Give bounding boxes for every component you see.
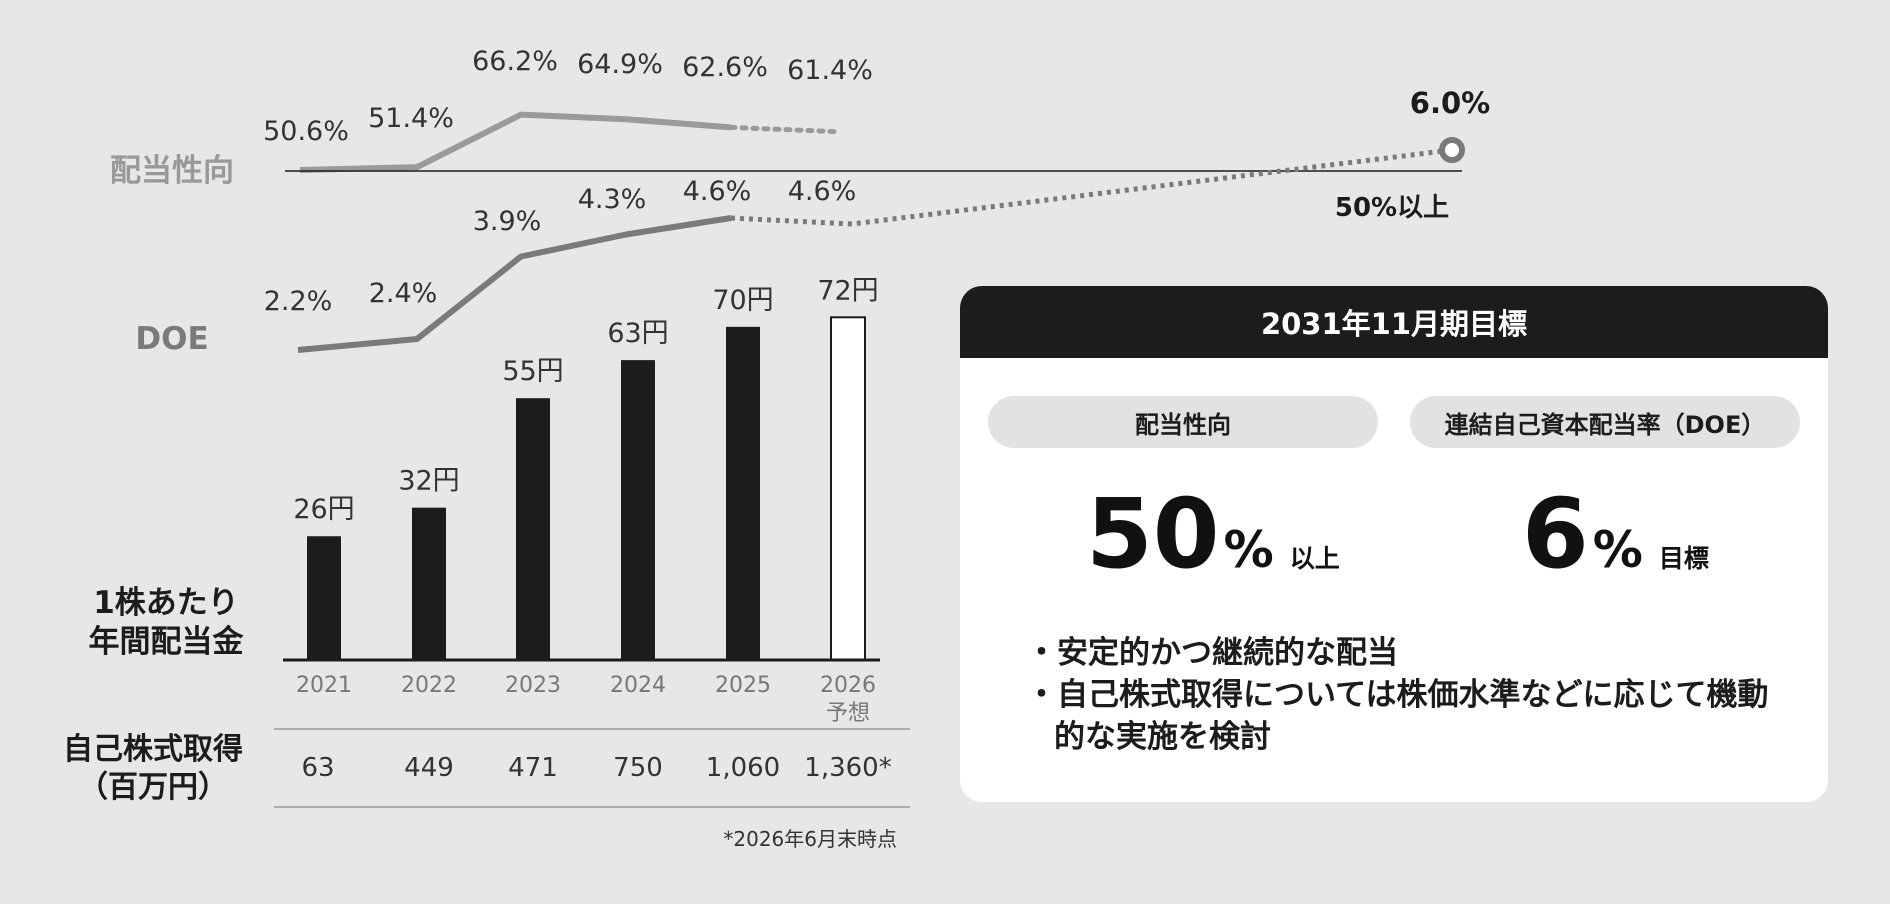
doe-target-number: 6	[1522, 478, 1589, 590]
goal-card: 2031年11月期目標 配当性向 連結自己資本配当率（DOE） 50 % 以上 …	[960, 286, 1828, 802]
year-tick-label: 2022	[401, 673, 457, 698]
goal-bullet: 自己株式取得については株価水準などに応じて機動的な実施を検討	[1026, 674, 1784, 758]
payout-ratio-label: 50.6%	[263, 116, 349, 147]
doe-target-label: 6.0%	[1410, 86, 1490, 120]
bar-value-label: 63円	[607, 318, 668, 349]
payout-ratio-line	[299, 111, 732, 173]
doe-target-pill: 連結自己資本配当率（DOE）	[1410, 396, 1800, 448]
payout-ratio-label: 62.6%	[682, 52, 768, 83]
bar	[830, 316, 866, 661]
bar	[726, 326, 760, 660]
payout-ratio-label: 66.2%	[472, 46, 558, 77]
buyback-value: 63	[301, 753, 334, 783]
doe-label: 4.3%	[578, 184, 647, 215]
footnote: *2026年6月末時点	[723, 827, 897, 851]
bar	[516, 398, 550, 660]
bar-value-label: 55円	[502, 356, 563, 387]
buyback-value: 750	[613, 753, 663, 783]
buyback-title-line1: 自己株式取得	[63, 732, 243, 767]
payout-target-unit: %	[1223, 521, 1274, 579]
goal-header: 2031年11月期目標	[960, 286, 1828, 358]
year-tick-label: 2023	[505, 673, 561, 698]
doe-label: 2.2%	[264, 286, 333, 317]
doe-target-suffix: 目標	[1658, 544, 1709, 573]
doe-line	[297, 215, 732, 353]
buyback-title-line2: （百万円）	[78, 770, 228, 805]
doe-label: 2.4%	[369, 278, 438, 309]
payout-ratio-forecast-line	[728, 124, 839, 135]
doe-target-unit: %	[1592, 521, 1643, 579]
bar-value-label: 70円	[712, 285, 773, 316]
year-tick-label: 2026	[820, 673, 876, 698]
bar	[621, 360, 655, 660]
payout-ratio-series-name: 配当性向	[110, 153, 234, 189]
goal-bullets: 安定的かつ継続的な配当 自己株式取得については株価水準などに応じて機動的な実施を…	[1026, 632, 1784, 758]
payout-target-suffix: 以上	[1289, 544, 1340, 573]
doe-forecast-line	[730, 147, 1453, 227]
bar-series-name-line2: 年間配当金	[89, 624, 245, 660]
bar-value-label: 72円	[817, 275, 878, 306]
buyback-value: 1,360*	[804, 753, 891, 783]
payout-target-pill: 配当性向	[988, 396, 1378, 448]
doe-label: 4.6%	[683, 176, 752, 207]
doe-target-value: 6 % 目標	[1522, 478, 1709, 590]
year-tick-label: 予想	[826, 701, 870, 726]
bar	[307, 536, 341, 660]
bar	[412, 507, 446, 660]
year-tick-label: 2025	[715, 673, 771, 698]
payout-ratio-label: 51.4%	[368, 103, 454, 134]
buyback-value: 449	[404, 753, 454, 783]
doe-series-name: DOE	[135, 321, 208, 357]
doe-label: 4.6%	[788, 176, 857, 207]
year-tick-label: 2021	[296, 673, 352, 698]
payout-target-number: 50	[1086, 478, 1220, 590]
payout-ratio-label: 61.4%	[787, 55, 873, 86]
doe-label: 3.9%	[473, 206, 542, 237]
payout-ratio-label: 64.9%	[577, 49, 663, 80]
bar-series-name-line1: 1株あたり	[93, 585, 239, 621]
year-tick-label: 2024	[610, 673, 666, 698]
doe-target-marker	[1439, 137, 1465, 163]
payout-target-value: 50 % 以上	[1086, 478, 1340, 590]
buyback-value: 1,060	[706, 753, 780, 783]
buyback-value: 471	[508, 753, 558, 783]
bar-value-label: 26円	[293, 494, 354, 525]
goal-bullet: 安定的かつ継続的な配当	[1026, 632, 1784, 674]
payout-target-label: 50%以上	[1335, 193, 1449, 223]
bar-value-label: 32円	[398, 466, 459, 497]
